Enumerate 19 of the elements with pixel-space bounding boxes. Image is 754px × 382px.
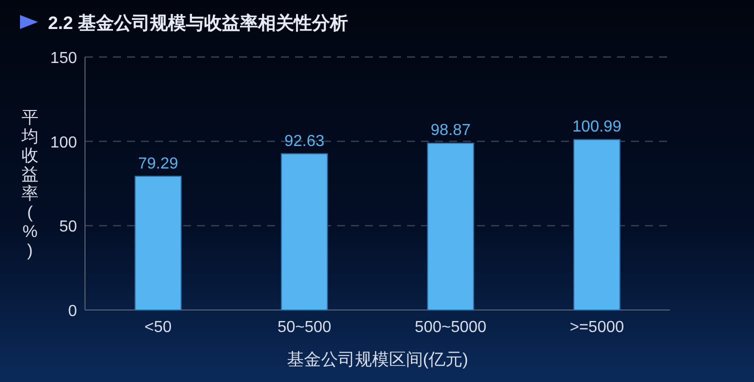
y-axis-title: 平均收益率(%): [20, 108, 38, 260]
x-tick-label: >=5000: [570, 319, 624, 336]
x-tick-label: 50~500: [277, 319, 332, 336]
x-tick-label: <50: [144, 319, 172, 336]
x-tick-label: 500~5000: [414, 319, 487, 336]
data-label: 98.87: [430, 122, 471, 140]
x-axis-title: 基金公司规模区间(亿元): [286, 350, 468, 369]
y-tick-label: 150: [50, 50, 78, 67]
data-label: 92.63: [284, 132, 324, 150]
data-label: 100.99: [572, 118, 622, 136]
y-tick-label: 50: [59, 218, 78, 236]
bar: [134, 176, 182, 310]
bar: [427, 142, 474, 310]
chart-title: 2.2 基金公司规模与收益率相关性分析: [48, 13, 348, 33]
bar: [573, 139, 620, 310]
y-tick-label: 0: [68, 303, 78, 320]
data-label: 79.29: [138, 155, 178, 172]
bar: [280, 153, 328, 310]
y-tick-label: 100: [50, 134, 78, 152]
